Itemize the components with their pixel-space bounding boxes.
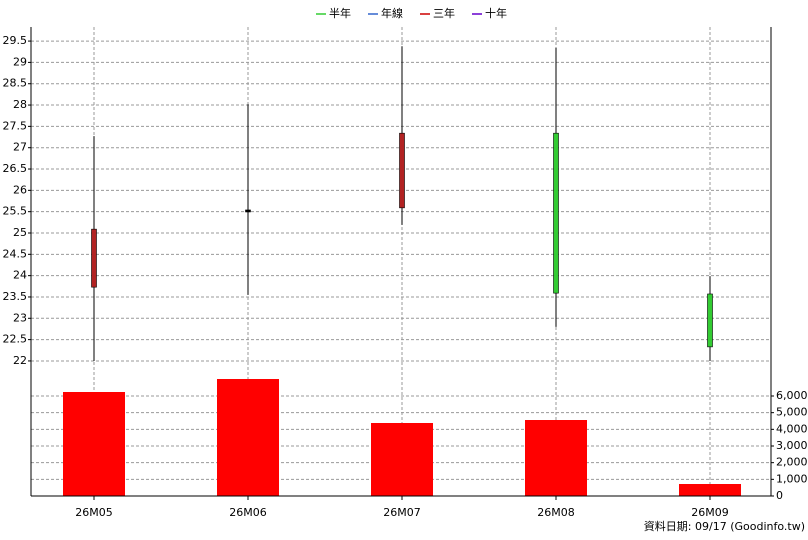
volume-bar: [371, 423, 433, 496]
volume-bar: [679, 484, 741, 496]
y-tick-label: 29: [13, 55, 27, 68]
source-note: 資料日期: 09/17 (Goodinfo.tw): [644, 519, 805, 533]
volume-tick-label: 2,000: [776, 456, 808, 469]
y-tick-label: 22.5: [3, 333, 28, 346]
x-tick-label: 26M05: [75, 506, 113, 519]
y-tick-label: 28.5: [3, 77, 28, 90]
y-tick-label: 24: [13, 269, 27, 282]
y-tick-label: 25.5: [3, 205, 28, 218]
volume-tick-label: 1,000: [776, 472, 808, 485]
legend-label: 十年: [485, 6, 507, 20]
legend-label: 三年: [433, 6, 455, 20]
candle-body: [553, 132, 559, 294]
candle-body: [399, 132, 405, 209]
legend-label: 半年: [329, 6, 351, 20]
y-tick-label: 26.5: [3, 162, 28, 175]
y-tick-label: 25: [13, 226, 27, 239]
volume-bar: [525, 420, 587, 496]
y-tick-label: 23.5: [3, 290, 28, 303]
y-tick-label: 26: [13, 183, 27, 196]
volume-tick-label: 6,000: [776, 389, 808, 402]
y-tick-label: 24.5: [3, 247, 28, 260]
y-tick-label: 29.5: [3, 34, 28, 47]
volume-bar: [63, 392, 125, 496]
volume-tick-label: 4,000: [776, 422, 808, 435]
x-tick-label: 26M09: [691, 506, 729, 519]
volume-bar: [217, 379, 279, 496]
x-tick-label: 26M07: [383, 506, 421, 519]
y-tick-label: 27.5: [3, 119, 28, 132]
candle-body: [245, 209, 251, 213]
y-tick-label: 28: [13, 98, 27, 111]
y-tick-label: 22: [13, 354, 27, 367]
volume-tick-label: 0: [776, 489, 783, 502]
x-tick-label: 26M06: [229, 506, 267, 519]
legend-label: 年線: [381, 6, 403, 20]
y-tick-label: 23: [13, 311, 27, 324]
x-tick-label: 26M08: [537, 506, 575, 519]
y-tick-label: 27: [13, 141, 27, 154]
volume-tick-label: 5,000: [776, 406, 808, 419]
candle-body: [707, 293, 713, 348]
volume-tick-label: 3,000: [776, 439, 808, 452]
candle-body: [91, 228, 97, 288]
